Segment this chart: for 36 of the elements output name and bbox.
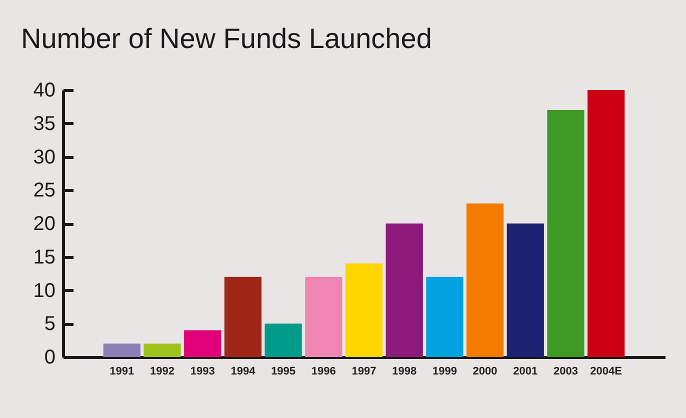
chart-title: Number of New Funds Launched — [21, 23, 432, 54]
x-tick-label: 2001 — [513, 366, 538, 378]
y-tick-label: 10 — [33, 280, 56, 302]
y-tick-label: 15 — [33, 246, 56, 268]
bar — [466, 203, 504, 357]
x-tick-label: 1992 — [150, 366, 174, 378]
x-tick-label: 2003 — [554, 366, 578, 378]
bar — [305, 276, 342, 357]
y-tick-label: 20 — [33, 213, 56, 235]
x-tick-label: 1998 — [392, 366, 417, 378]
x-tick-label: 1999 — [432, 366, 457, 378]
bar — [588, 90, 625, 357]
bar — [103, 344, 140, 357]
x-tick-label: 1995 — [271, 366, 296, 378]
bar — [144, 344, 181, 357]
y-tick-label: 30 — [33, 146, 56, 168]
y-tick-label: 35 — [33, 112, 56, 135]
bar — [224, 276, 262, 357]
x-tick-label: 1997 — [352, 366, 376, 378]
bar — [386, 224, 423, 357]
y-tick-label: 40 — [33, 80, 56, 102]
x-tick-label: 1994 — [230, 366, 256, 378]
bar — [506, 224, 544, 357]
bar — [426, 276, 464, 357]
x-tick-label: 2004E — [590, 366, 622, 378]
bar — [547, 110, 584, 357]
y-tick-label: 0 — [44, 346, 56, 368]
x-tick-label: 1996 — [311, 366, 336, 378]
y-tick-label: 25 — [33, 180, 56, 202]
x-tick-label: 1991 — [110, 366, 134, 378]
x-tick-label: 2000 — [472, 366, 498, 378]
bar — [264, 324, 302, 357]
bar — [345, 264, 383, 357]
bar — [184, 330, 222, 357]
x-tick-label: 1993 — [190, 366, 215, 378]
y-tick-label: 5 — [44, 313, 56, 336]
